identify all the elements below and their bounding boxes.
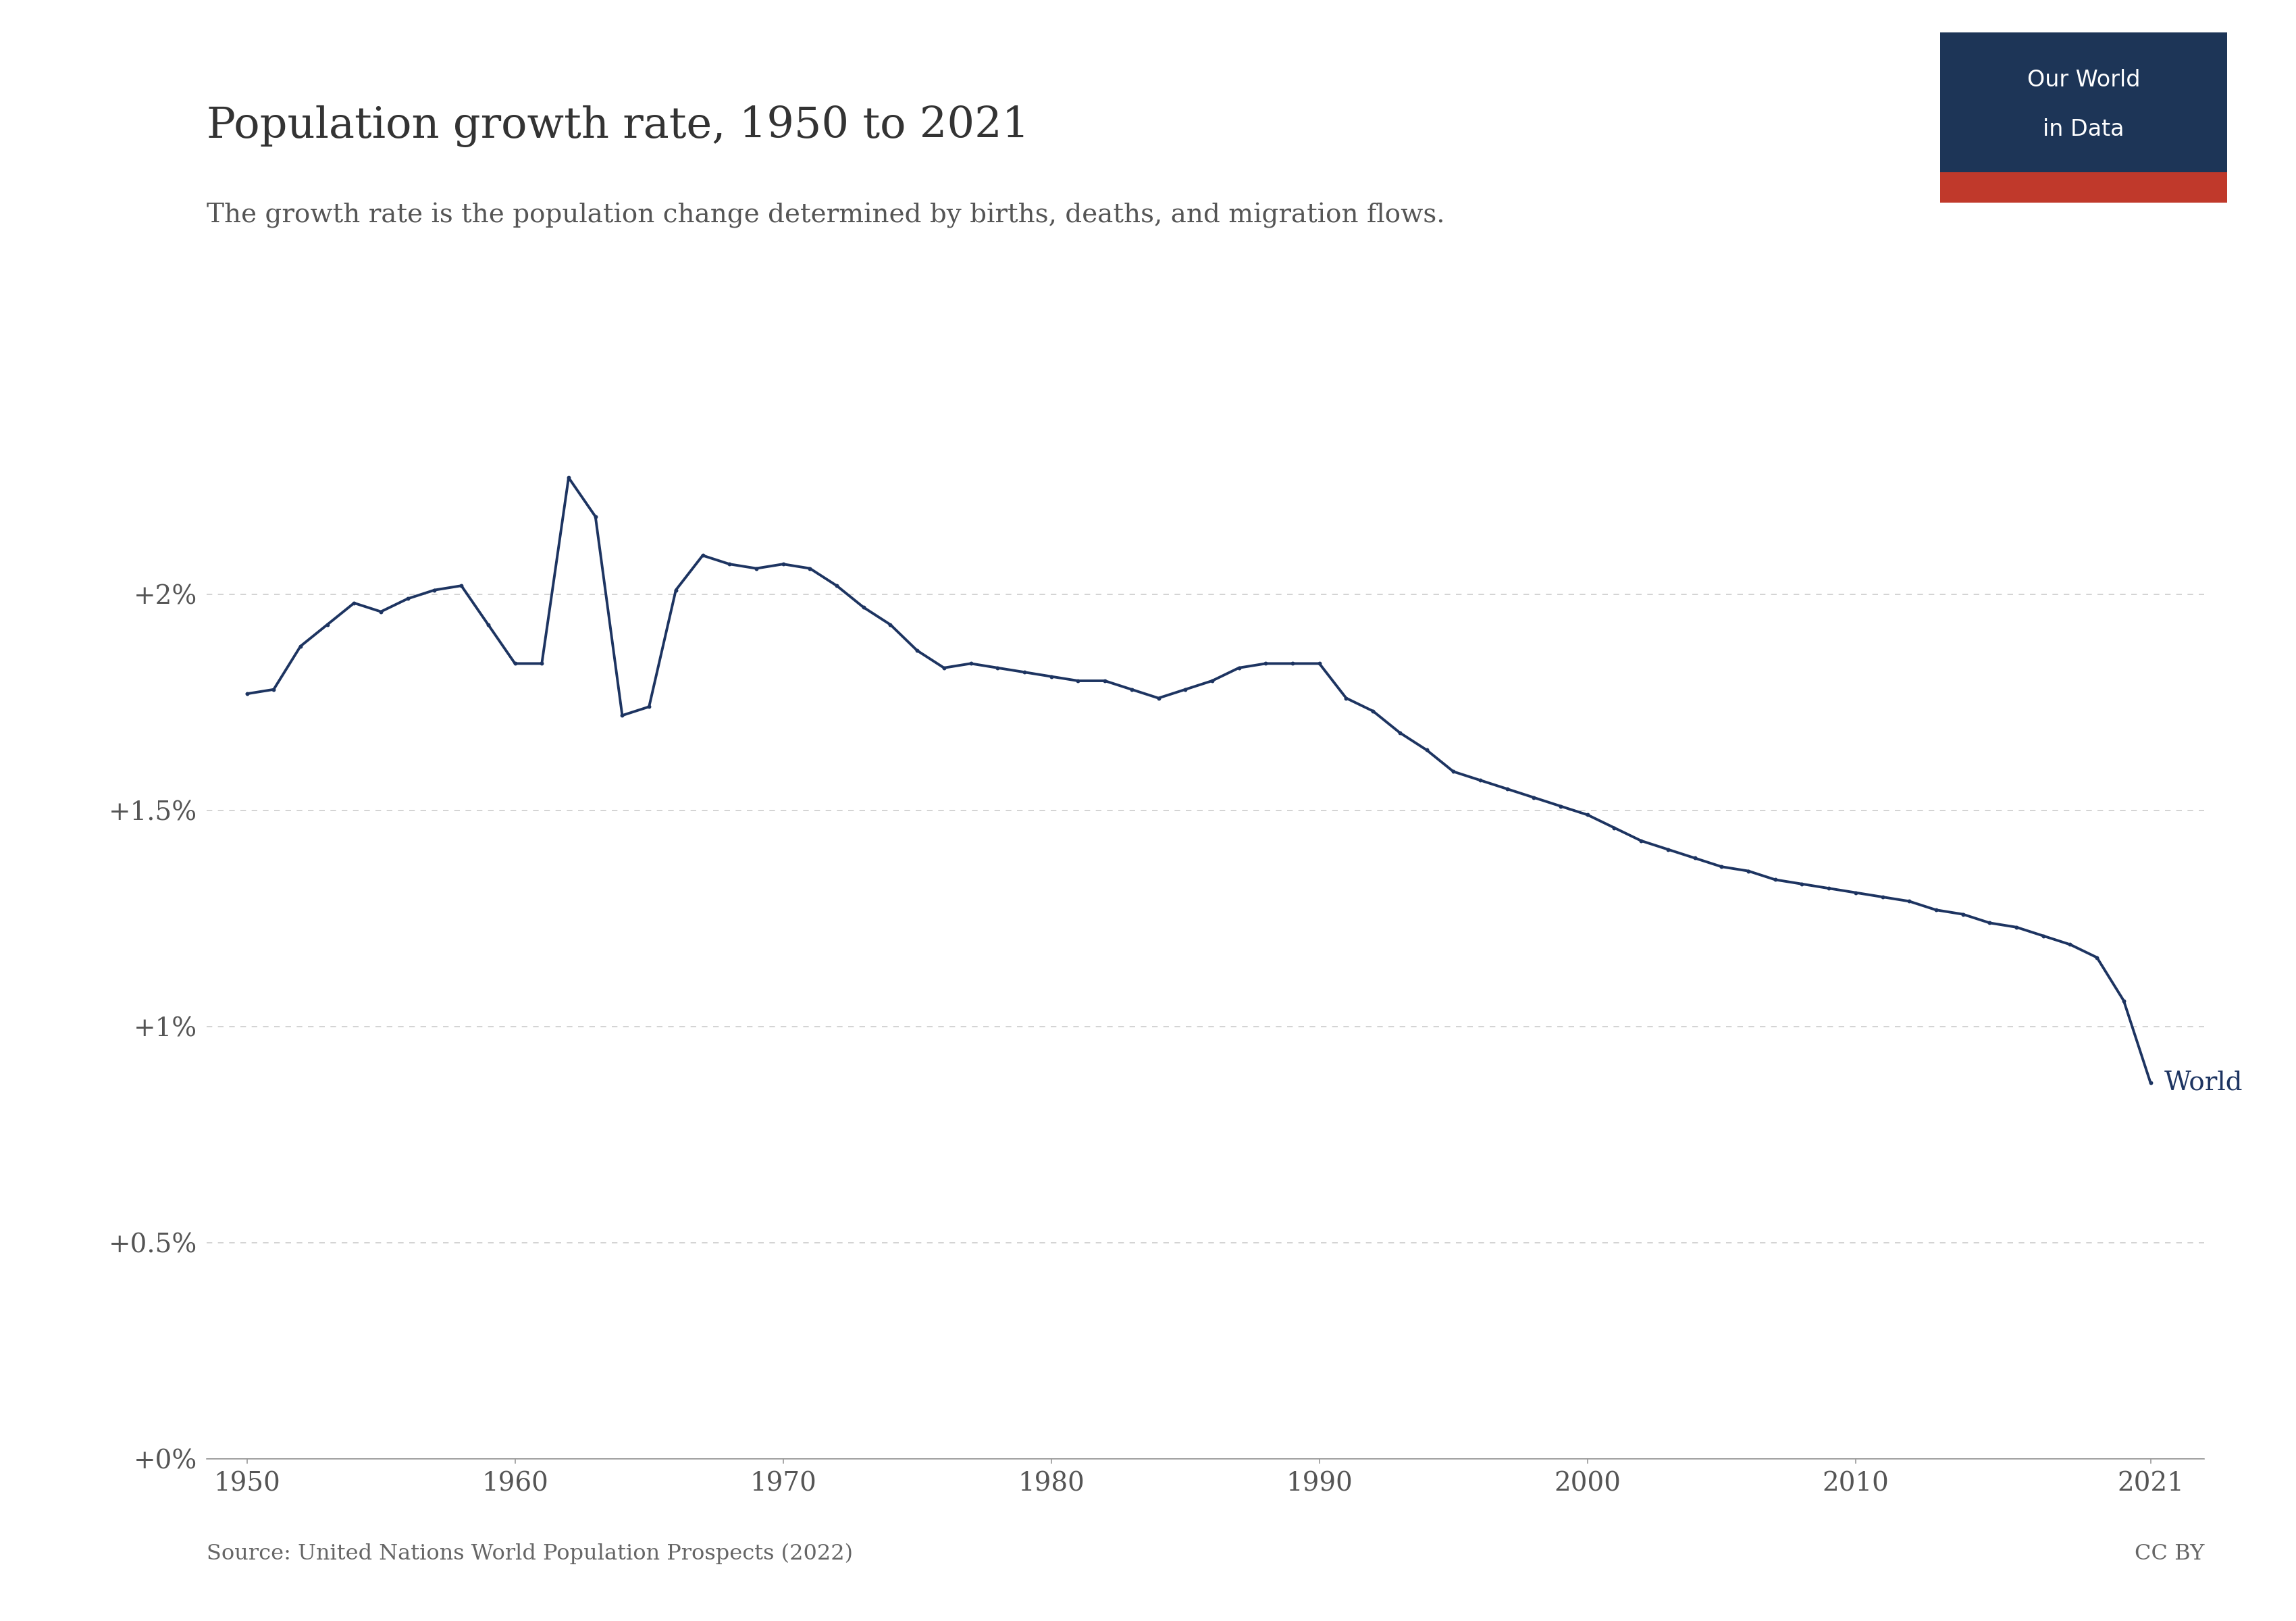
- Point: [684, 543, 721, 569]
- Point: [2133, 1070, 2170, 1096]
- Point: [390, 585, 427, 611]
- Point: [1194, 668, 1231, 694]
- Point: [363, 598, 400, 624]
- Point: [1998, 914, 2034, 940]
- Point: [898, 637, 934, 663]
- Point: [1945, 901, 1981, 927]
- Point: [1221, 655, 1258, 681]
- Point: [1729, 858, 1766, 883]
- Point: [631, 694, 668, 720]
- Point: [737, 556, 774, 582]
- Point: [1543, 793, 1580, 819]
- Text: Source: United Nations World Population Prospects (2022): Source: United Nations World Population …: [207, 1543, 852, 1564]
- Point: [1756, 867, 1793, 893]
- Point: [2105, 987, 2142, 1013]
- Point: [1784, 870, 1821, 896]
- Point: [1596, 815, 1632, 841]
- Point: [1917, 896, 1954, 922]
- Point: [1463, 767, 1499, 793]
- Point: [551, 465, 588, 491]
- Point: [576, 504, 613, 530]
- Point: [416, 577, 452, 603]
- Point: [1141, 686, 1178, 712]
- Bar: [1940, 172, 2227, 203]
- Point: [1864, 883, 1901, 909]
- Point: [1061, 668, 1097, 694]
- Point: [230, 681, 266, 707]
- Point: [1435, 759, 1472, 785]
- Point: [1382, 720, 1419, 746]
- Point: [872, 611, 909, 637]
- Point: [1355, 699, 1391, 725]
- Point: [1649, 836, 1685, 862]
- Point: [1274, 650, 1311, 676]
- Point: [496, 650, 533, 676]
- Point: [282, 634, 319, 660]
- Point: [255, 676, 292, 702]
- Text: in Data: in Data: [2043, 118, 2124, 141]
- Point: [310, 611, 347, 637]
- Point: [1086, 668, 1123, 694]
- Point: [471, 611, 507, 637]
- Point: [1488, 776, 1525, 802]
- Point: [765, 551, 801, 577]
- Point: [1407, 738, 1444, 763]
- Text: World: World: [2163, 1070, 2243, 1096]
- Point: [2078, 945, 2115, 971]
- Point: [335, 590, 372, 616]
- Text: The growth rate is the population change determined by births, deaths, and migra: The growth rate is the population change…: [207, 203, 1444, 229]
- Point: [1033, 663, 1070, 689]
- Text: CC BY: CC BY: [2135, 1543, 2204, 1564]
- Point: [712, 551, 748, 577]
- Point: [2053, 932, 2089, 958]
- Point: [1704, 854, 1740, 880]
- Point: [953, 650, 990, 676]
- Point: [1515, 785, 1552, 810]
- Point: [1247, 650, 1283, 676]
- Point: [1623, 828, 1660, 854]
- Point: [792, 556, 829, 582]
- Point: [1166, 676, 1203, 702]
- Point: [1302, 650, 1339, 676]
- Point: [443, 572, 480, 598]
- Point: [1837, 880, 1874, 906]
- Point: [817, 572, 854, 598]
- Point: [2025, 922, 2062, 948]
- Point: [604, 702, 641, 728]
- Text: Population growth rate, 1950 to 2021: Population growth rate, 1950 to 2021: [207, 105, 1029, 148]
- Point: [523, 650, 560, 676]
- Point: [1327, 686, 1364, 712]
- Point: [1972, 909, 2009, 935]
- Point: [925, 655, 962, 681]
- Point: [978, 655, 1015, 681]
- Point: [657, 577, 693, 603]
- Point: [1676, 845, 1713, 870]
- Point: [1114, 676, 1150, 702]
- Point: [1812, 875, 1848, 901]
- Point: [1006, 660, 1042, 686]
- Point: [845, 595, 882, 621]
- Point: [1892, 888, 1929, 914]
- Text: Our World: Our World: [2027, 70, 2140, 91]
- Point: [1568, 802, 1605, 828]
